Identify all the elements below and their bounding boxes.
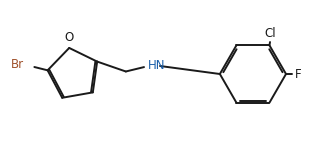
Text: F: F (295, 67, 302, 81)
Text: HN: HN (148, 59, 165, 73)
Text: Cl: Cl (265, 27, 276, 40)
Text: O: O (65, 30, 74, 44)
Text: Br: Br (11, 58, 24, 71)
